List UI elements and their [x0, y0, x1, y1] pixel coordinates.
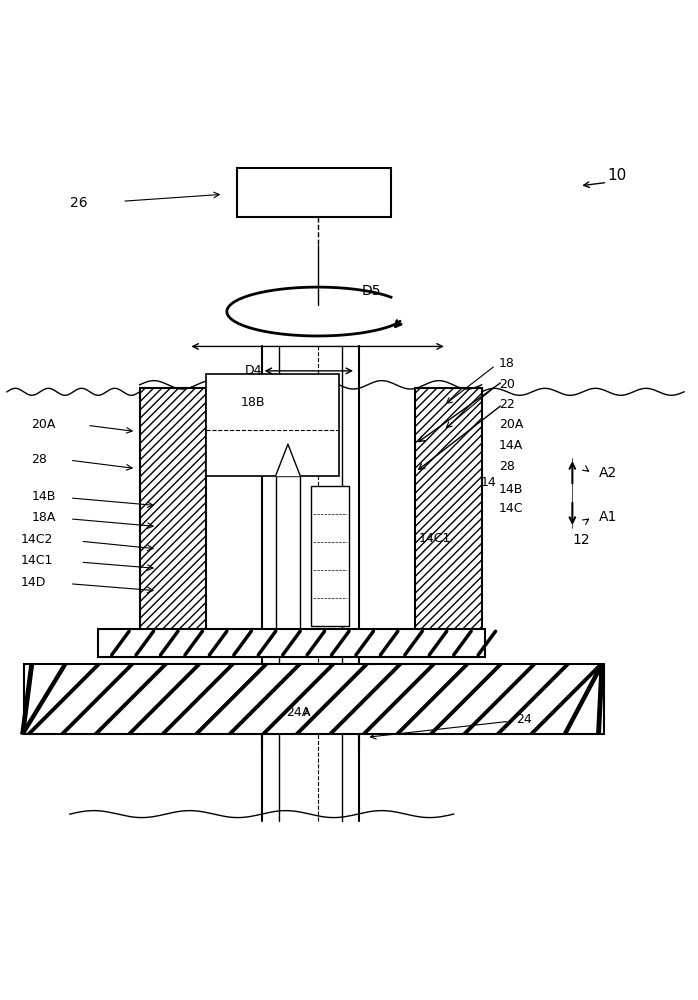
Text: 14C1: 14C1: [419, 532, 451, 545]
Polygon shape: [128, 664, 201, 734]
Text: A2: A2: [599, 466, 617, 480]
Bar: [140, 388, 206, 647]
Polygon shape: [563, 664, 604, 734]
Text: 14D: 14D: [21, 576, 46, 589]
Polygon shape: [21, 664, 34, 734]
Text: D5: D5: [362, 284, 381, 298]
Text: 22: 22: [499, 398, 515, 411]
Polygon shape: [597, 664, 604, 734]
Polygon shape: [362, 664, 436, 734]
Bar: [237, 168, 391, 217]
Bar: [276, 476, 300, 633]
Polygon shape: [228, 664, 302, 734]
Polygon shape: [429, 664, 503, 734]
Text: 14B: 14B: [31, 490, 56, 503]
Text: D4: D4: [244, 364, 262, 377]
Text: A1: A1: [599, 510, 617, 524]
Polygon shape: [195, 664, 268, 734]
Text: 20: 20: [499, 378, 515, 391]
Polygon shape: [463, 664, 536, 734]
Polygon shape: [276, 444, 300, 476]
Text: 14C: 14C: [499, 502, 524, 515]
Text: 24A: 24A: [286, 706, 311, 719]
Text: 20A: 20A: [499, 418, 524, 431]
Polygon shape: [496, 664, 570, 734]
Text: 14C2: 14C2: [21, 533, 53, 546]
Text: 28: 28: [499, 460, 515, 473]
Text: 14A: 14A: [499, 439, 524, 452]
Text: 14C1: 14C1: [21, 554, 53, 567]
Polygon shape: [295, 664, 369, 734]
Bar: [415, 388, 482, 647]
Bar: [140, 388, 206, 647]
Text: 10: 10: [607, 168, 627, 183]
Polygon shape: [530, 664, 603, 734]
Text: 14B: 14B: [499, 483, 524, 496]
Bar: [98, 629, 485, 657]
Text: 18B: 18B: [241, 396, 265, 409]
Bar: [24, 664, 604, 734]
Bar: [311, 486, 349, 626]
Polygon shape: [94, 664, 168, 734]
Text: 24: 24: [517, 713, 533, 726]
Polygon shape: [262, 664, 335, 734]
Polygon shape: [396, 664, 469, 734]
Bar: [415, 388, 482, 647]
Text: 26: 26: [70, 196, 87, 210]
Text: 14: 14: [480, 476, 496, 489]
Text: 18: 18: [499, 357, 515, 370]
Polygon shape: [329, 664, 402, 734]
Polygon shape: [161, 664, 235, 734]
Text: 12: 12: [572, 533, 590, 547]
Text: 20A: 20A: [31, 418, 56, 431]
Polygon shape: [61, 664, 134, 734]
Text: 18A: 18A: [31, 511, 56, 524]
Bar: [206, 374, 339, 476]
Polygon shape: [27, 664, 101, 734]
Text: 28: 28: [31, 453, 47, 466]
Polygon shape: [21, 664, 67, 734]
